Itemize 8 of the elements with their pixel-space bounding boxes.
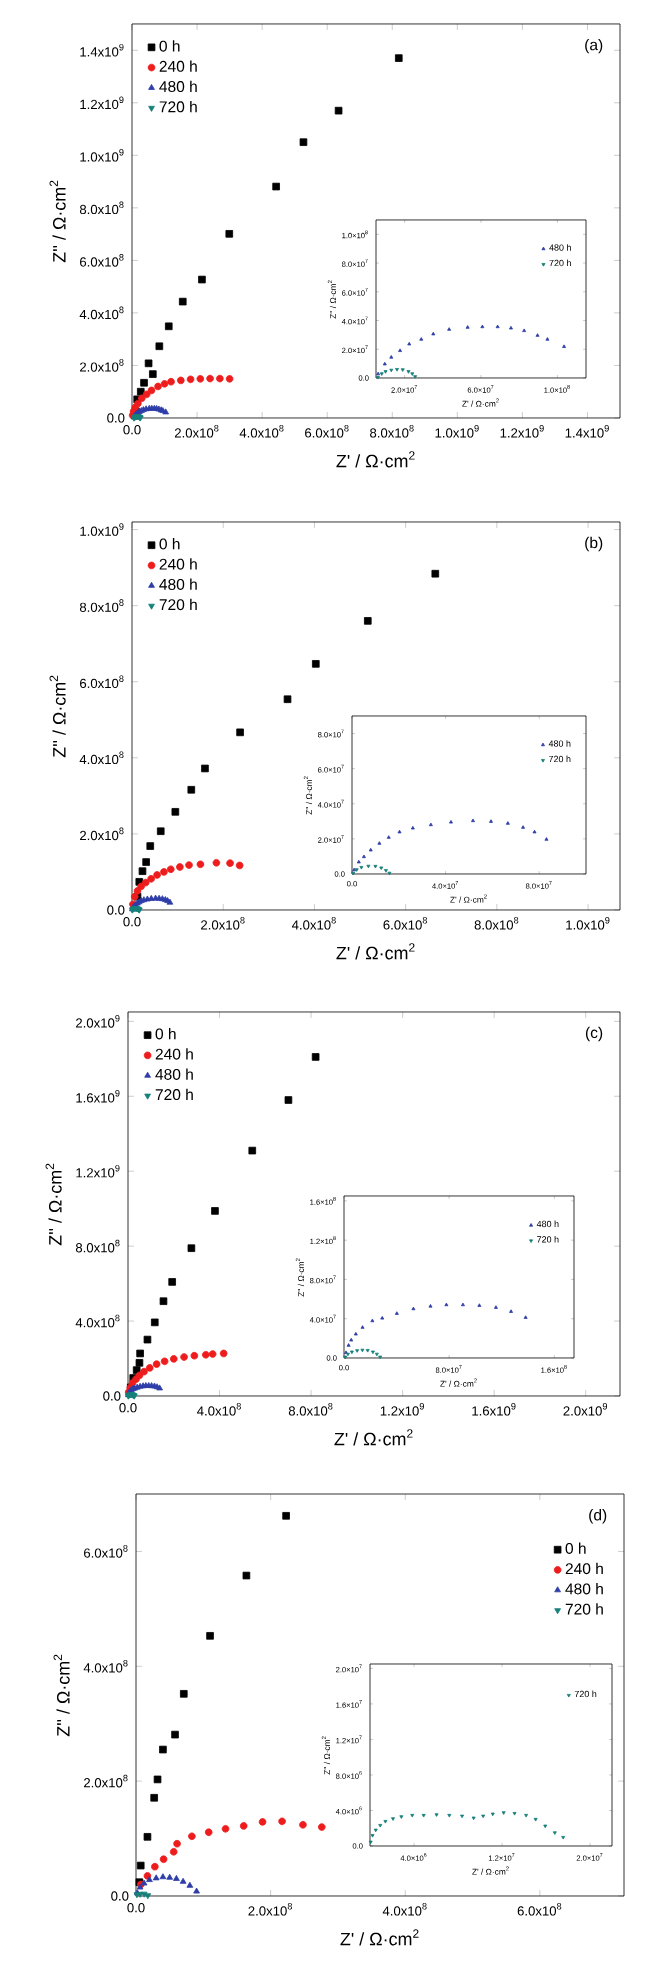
x-axis-title: Z' / Ω·cm$^{2}$ [334,1429,413,1446]
x-axis-title: Z' / Ω·cm$^{2}$ [340,1929,419,1946]
x-axis-title: Z' / Ω·cm$^{2}$ [336,451,415,468]
y-axis-title: Z'' / Ω·cm$^{2}$ [49,675,66,758]
y-axis-title: Z'' / Ω·cm$^{2}$ [49,180,66,263]
x-axis-title: Z' / Ω·cm$^{2}$ [336,943,415,960]
y-axis-title: Z'' / Ω·cm$^{2}$ [45,1163,62,1246]
y-axis-title: Z'' / Ω·cm$^{2}$ [53,1654,70,1737]
